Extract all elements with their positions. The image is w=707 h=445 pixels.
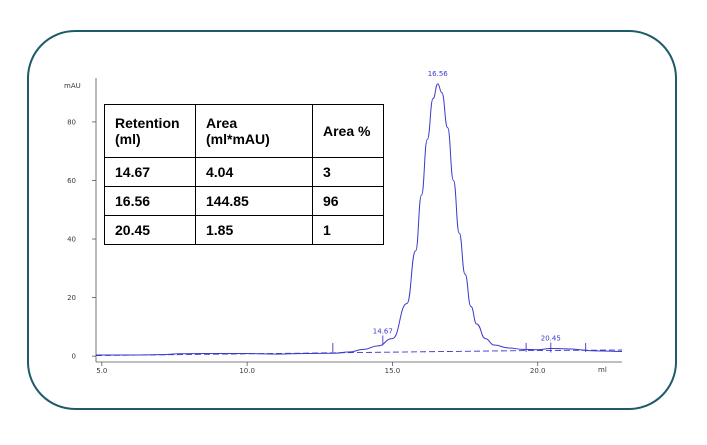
x-axis-unit-label: ml xyxy=(598,366,607,374)
cell-area-percent: 3 xyxy=(312,157,384,187)
y-tick-label: 0 xyxy=(72,353,76,361)
y-ticks: 0 20 40 60 80 xyxy=(67,118,96,361)
y-tick-label: 20 xyxy=(67,294,76,302)
cell-area: 1.85 xyxy=(195,215,313,245)
y-tick-label: 60 xyxy=(67,177,76,185)
peak-label: 16.56 xyxy=(428,70,449,78)
x-tick-label: 5.0 xyxy=(96,367,107,375)
header-area: Area (ml*mAU) xyxy=(195,104,313,158)
peak-label: 20.45 xyxy=(541,335,561,343)
cell-area-percent: 96 xyxy=(312,186,384,216)
table-row: 16.56 144.85 96 xyxy=(104,186,384,216)
x-tick-label: 15.0 xyxy=(385,367,401,375)
table-header-row: Retention (ml) Area (ml*mAU) Area % xyxy=(104,104,384,158)
table-row: 20.45 1.85 1 xyxy=(104,215,384,245)
header-retention: Retention (ml) xyxy=(104,104,196,158)
cell-area-percent: 1 xyxy=(312,215,384,245)
axes xyxy=(95,78,622,363)
peak-table: Retention (ml) Area (ml*mAU) Area % 14.6… xyxy=(104,104,384,245)
chromatogram-trace xyxy=(96,83,623,356)
cell-retention: 14.67 xyxy=(104,157,196,187)
header-area-percent: Area % xyxy=(312,104,384,158)
table-row: 14.67 4.04 3 xyxy=(104,157,384,187)
cell-retention: 16.56 xyxy=(104,186,196,216)
y-axis-unit-label: mAU xyxy=(64,82,81,90)
baseline-line xyxy=(95,349,623,357)
x-tick-label: 10.0 xyxy=(239,367,255,375)
peak-labels: 14.67 16.56 20.45 xyxy=(373,70,561,353)
y-tick-label: 40 xyxy=(67,236,76,244)
rounded-frame xyxy=(27,30,677,410)
x-tick-label: 20.0 xyxy=(530,367,546,375)
cell-area: 4.04 xyxy=(195,157,313,187)
y-tick-label: 80 xyxy=(67,118,76,126)
x-ticks: 5.0 10.0 15.0 20.0 xyxy=(96,362,546,375)
cell-area: 144.85 xyxy=(195,186,313,216)
peak-label: 14.67 xyxy=(373,328,393,336)
cell-retention: 20.45 xyxy=(104,215,196,245)
